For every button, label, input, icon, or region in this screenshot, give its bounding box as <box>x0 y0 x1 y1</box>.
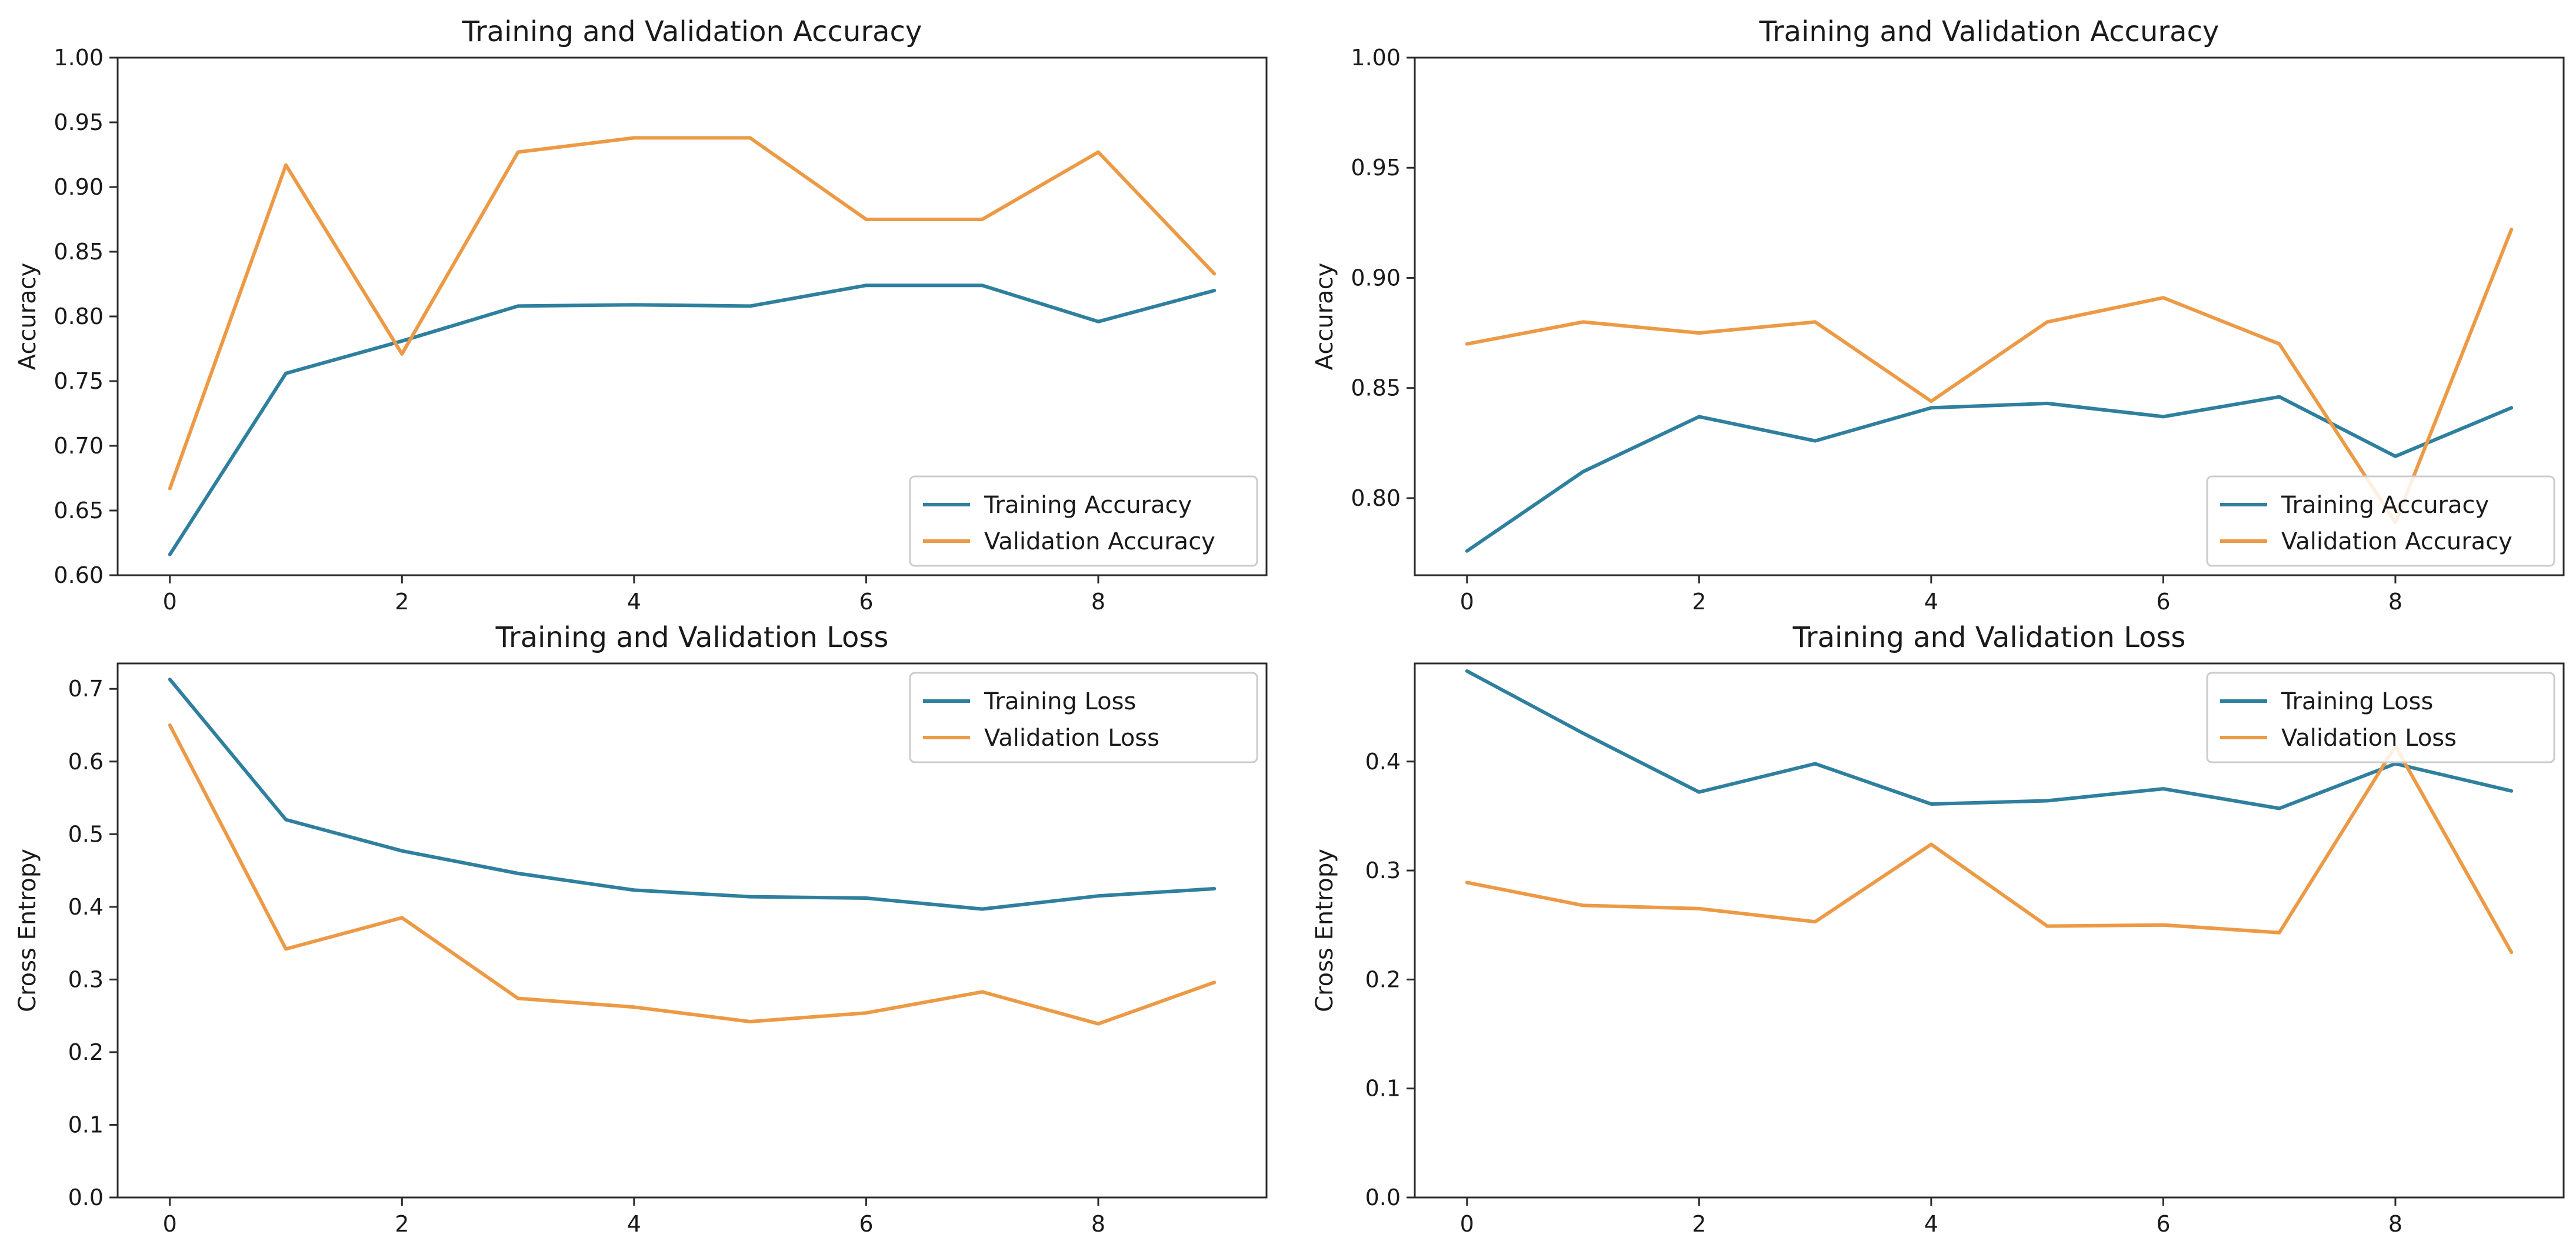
legend-label: Training Accuracy <box>984 492 1192 519</box>
y-tick-label: 0.70 <box>54 433 104 459</box>
y-axis-title: Accuracy <box>1311 263 1338 371</box>
x-tick-label: 2 <box>395 1211 409 1237</box>
chart-title: Training and Validation Accuracy <box>1759 15 2220 48</box>
plot-area-frame <box>1414 56 2565 576</box>
chart-panel-3: Training and Validation Loss Cross Entrop… <box>14 621 1268 1237</box>
y-tick-label: 0.1 <box>68 1112 104 1137</box>
x-tick-label: 0 <box>1460 1211 1474 1237</box>
x-tick-label: 8 <box>1091 589 1105 615</box>
x-tick-label: 4 <box>1924 589 1938 615</box>
y-tick-label: 0.4 <box>68 894 104 920</box>
plot-area-frame <box>1414 662 2565 1199</box>
x-tick-label: 0 <box>1460 589 1474 615</box>
x-tick-label: 4 <box>627 1211 641 1237</box>
legend: Training Accuracy Validation Accuracy <box>909 475 1258 567</box>
x-tick-label: 0 <box>163 589 177 615</box>
x-tick-label: 4 <box>1924 1211 1938 1237</box>
series-line-training-loss <box>1465 669 2514 810</box>
legend-label: Validation Loss <box>984 725 1159 752</box>
series-line-validation-loss <box>168 723 1217 1026</box>
chart-title: Training and Validation Loss <box>1792 621 2186 654</box>
y-tick-label: 0.2 <box>1365 966 1401 992</box>
y-tick-label: 1.00 <box>1351 45 1401 71</box>
x-tick-label: 8 <box>2388 1211 2402 1237</box>
y-tick-label: 0.95 <box>54 109 104 135</box>
legend-box <box>2206 672 2555 763</box>
legend-label: Validation Accuracy <box>2281 528 2512 555</box>
y-tick-label: 0.95 <box>1351 155 1401 181</box>
x-tick-label: 2 <box>1692 589 1706 615</box>
legend-label: Validation Loss <box>2281 725 2457 752</box>
y-tick-label: 0.85 <box>1351 375 1401 401</box>
legend: Training Accuracy Validation Accuracy <box>2206 475 2555 567</box>
y-tick-label: 0.0 <box>68 1185 104 1210</box>
y-tick-label: 0.3 <box>1365 858 1401 883</box>
legend: Training Loss Validation Loss <box>2206 672 2555 763</box>
y-tick-label: 0.80 <box>54 303 104 329</box>
x-tick-label: 6 <box>859 1211 873 1237</box>
y-axis-title: Cross Entropy <box>14 849 41 1012</box>
legend-label: Training Loss <box>984 688 1136 715</box>
y-tick-label: 0.4 <box>1365 749 1401 775</box>
y-tick-label: 0.80 <box>1351 485 1401 511</box>
y-axis-title: Cross Entropy <box>1311 849 1338 1012</box>
y-tick-label: 0.7 <box>68 676 104 702</box>
x-tick-label: 4 <box>627 589 641 615</box>
legend-box <box>2206 475 2555 567</box>
chart-title: Training and Validation Accuracy <box>462 15 922 48</box>
series-line-training-accuracy <box>168 283 1217 556</box>
y-tick-label: 0.65 <box>54 498 104 523</box>
series-line-validation-loss <box>1465 744 2514 955</box>
y-tick-label: 0.75 <box>54 368 104 394</box>
legend-box <box>909 672 1258 763</box>
legend-label: Training Loss <box>2281 688 2433 715</box>
y-tick-label: 0.60 <box>54 562 104 588</box>
y-tick-label: 0.90 <box>54 174 104 200</box>
series-line-training-loss <box>168 678 1217 911</box>
legend-label: Validation Accuracy <box>984 528 1215 555</box>
legend: Training Loss Validation Loss <box>909 672 1258 763</box>
x-tick-label: 6 <box>2156 589 2170 615</box>
chart-panel-4: Training and Validation Loss Cross Entrop… <box>1311 621 2565 1237</box>
x-tick-label: 2 <box>395 589 409 615</box>
plot-area-frame <box>116 662 1268 1199</box>
x-tick-label: 6 <box>859 589 873 615</box>
y-axis-title: Accuracy <box>14 263 41 371</box>
series-line-validation-accuracy <box>168 136 1217 491</box>
y-tick-label: 0.0 <box>1365 1185 1401 1210</box>
x-tick-label: 8 <box>2388 589 2402 615</box>
y-tick-label: 1.00 <box>54 45 104 71</box>
y-tick-label: 0.6 <box>68 749 104 775</box>
y-tick-label: 0.3 <box>68 966 104 992</box>
y-tick-label: 0.90 <box>1351 265 1401 291</box>
series-line-training-accuracy <box>1465 395 2514 553</box>
legend-box <box>909 475 1258 567</box>
x-tick-label: 0 <box>163 1211 177 1237</box>
legend-label: Training Accuracy <box>2281 492 2489 519</box>
plot-area-frame <box>116 56 1268 576</box>
y-tick-label: 0.2 <box>68 1039 104 1065</box>
y-tick-label: 0.5 <box>68 821 104 847</box>
y-tick-label: 0.85 <box>54 239 104 265</box>
x-tick-label: 2 <box>1692 1211 1706 1237</box>
chart-panel-1: Training and Validation Accuracy Accuracy… <box>14 15 1268 615</box>
y-tick-label: 0.1 <box>1365 1076 1401 1102</box>
chart-title: Training and Validation Loss <box>495 621 889 654</box>
series-line-validation-accuracy <box>1465 228 2514 525</box>
x-tick-label: 8 <box>1091 1211 1105 1237</box>
chart-panel-2: Training and Validation Accuracy Accuracy… <box>1311 15 2565 615</box>
x-tick-label: 6 <box>2156 1211 2170 1237</box>
